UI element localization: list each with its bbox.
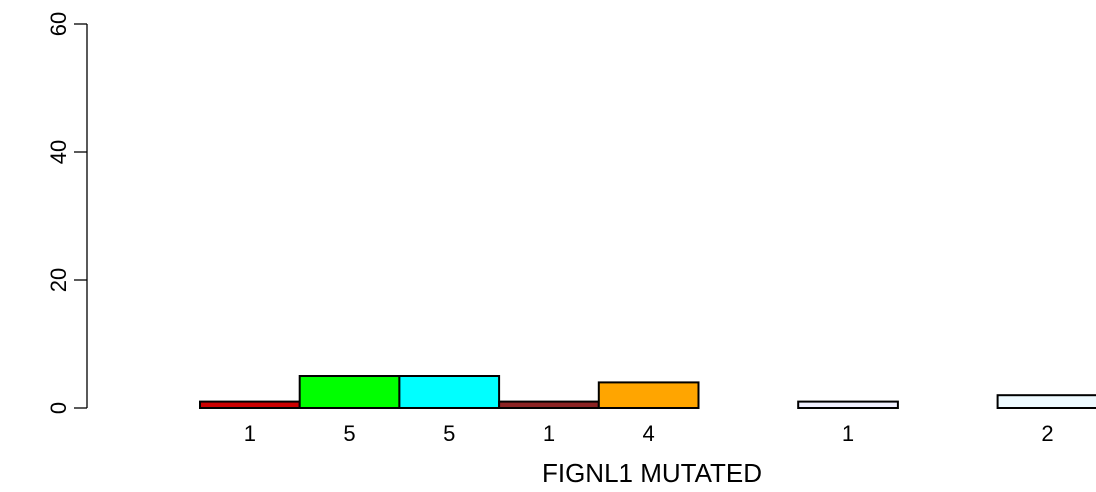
bar-labels: 1 5 5 1 4 1 2 [244, 421, 1054, 446]
bar [797, 400, 899, 410]
bar [597, 381, 700, 409]
bar-count-label: 2 [1041, 421, 1053, 446]
y-tick-label: 20 [46, 268, 71, 292]
bar [199, 400, 301, 410]
bar [996, 394, 1096, 410]
bar [398, 375, 501, 409]
bars [199, 375, 1096, 410]
y-tick-label: 60 [46, 12, 71, 36]
x-axis-label: FIGNL1 MUTATED [542, 458, 762, 488]
bar-count-label: 5 [443, 421, 455, 446]
bar [298, 375, 401, 409]
bar [498, 400, 600, 410]
bar-count-label: 5 [343, 421, 355, 446]
y-tick-label: 40 [46, 140, 71, 164]
bar-count-label: 4 [643, 421, 655, 446]
bar-count-label: 1 [842, 421, 854, 446]
y-tick-label: 0 [46, 402, 71, 414]
bar-count-label: 1 [543, 421, 555, 446]
y-axis: 0 20 40 60 [46, 12, 88, 414]
bar-count-label: 1 [244, 421, 256, 446]
